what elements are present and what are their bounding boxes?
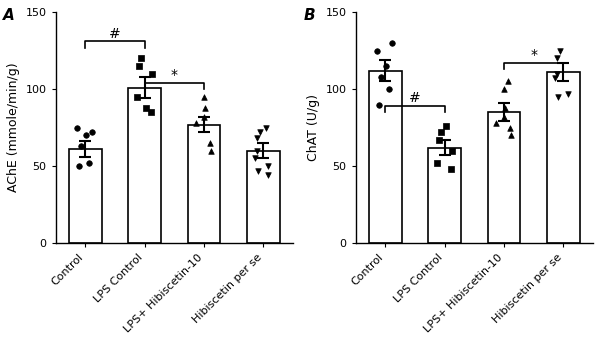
Bar — [488, 112, 520, 243]
Bar — [428, 148, 461, 243]
Bar — [247, 151, 280, 243]
Point — [491, 120, 500, 126]
Point — [551, 76, 560, 81]
Point — [381, 63, 391, 69]
Point — [553, 71, 562, 76]
Bar — [188, 124, 220, 243]
Point — [252, 136, 262, 141]
Point — [434, 137, 443, 143]
Point — [448, 148, 457, 153]
Point — [206, 148, 216, 153]
Point — [442, 123, 451, 129]
Text: A: A — [3, 8, 15, 23]
Point — [74, 163, 84, 169]
Point — [374, 102, 384, 107]
Point — [385, 86, 394, 92]
Point — [142, 105, 151, 110]
Point — [199, 94, 209, 100]
Point — [205, 140, 215, 146]
Point — [146, 109, 156, 115]
Point — [262, 125, 271, 130]
Point — [263, 163, 272, 169]
Point — [200, 114, 209, 120]
Point — [148, 71, 157, 76]
Point — [552, 56, 562, 61]
Point — [134, 63, 143, 69]
Point — [76, 143, 86, 149]
Point — [436, 130, 446, 135]
Point — [251, 155, 260, 161]
Point — [263, 173, 272, 178]
Point — [200, 105, 209, 110]
Text: #: # — [109, 27, 121, 41]
Point — [191, 120, 200, 126]
Point — [556, 48, 565, 54]
Point — [432, 160, 442, 166]
Text: #: # — [409, 91, 421, 105]
Point — [505, 125, 515, 130]
Point — [553, 94, 563, 100]
Point — [253, 168, 263, 174]
Point — [500, 114, 509, 120]
Bar — [128, 88, 161, 243]
Text: B: B — [303, 8, 315, 23]
Bar — [547, 72, 580, 243]
Point — [85, 160, 94, 166]
Bar — [369, 71, 401, 243]
Point — [388, 40, 397, 46]
Point — [446, 166, 456, 172]
Text: *: * — [530, 48, 537, 62]
Y-axis label: ChAT (U/g): ChAT (U/g) — [307, 94, 320, 161]
Point — [373, 48, 382, 54]
Y-axis label: AChE (mmole/min/g): AChE (mmole/min/g) — [7, 63, 20, 192]
Point — [503, 79, 513, 84]
Point — [88, 130, 97, 135]
Point — [506, 133, 516, 138]
Point — [132, 94, 142, 100]
Point — [499, 86, 509, 92]
Point — [500, 105, 509, 110]
Point — [253, 148, 262, 153]
Text: *: * — [171, 68, 178, 82]
Point — [73, 125, 82, 130]
Point — [256, 130, 265, 135]
Point — [376, 74, 386, 79]
Point — [136, 56, 146, 61]
Point — [81, 133, 91, 138]
Bar — [69, 149, 101, 243]
Point — [563, 91, 572, 97]
